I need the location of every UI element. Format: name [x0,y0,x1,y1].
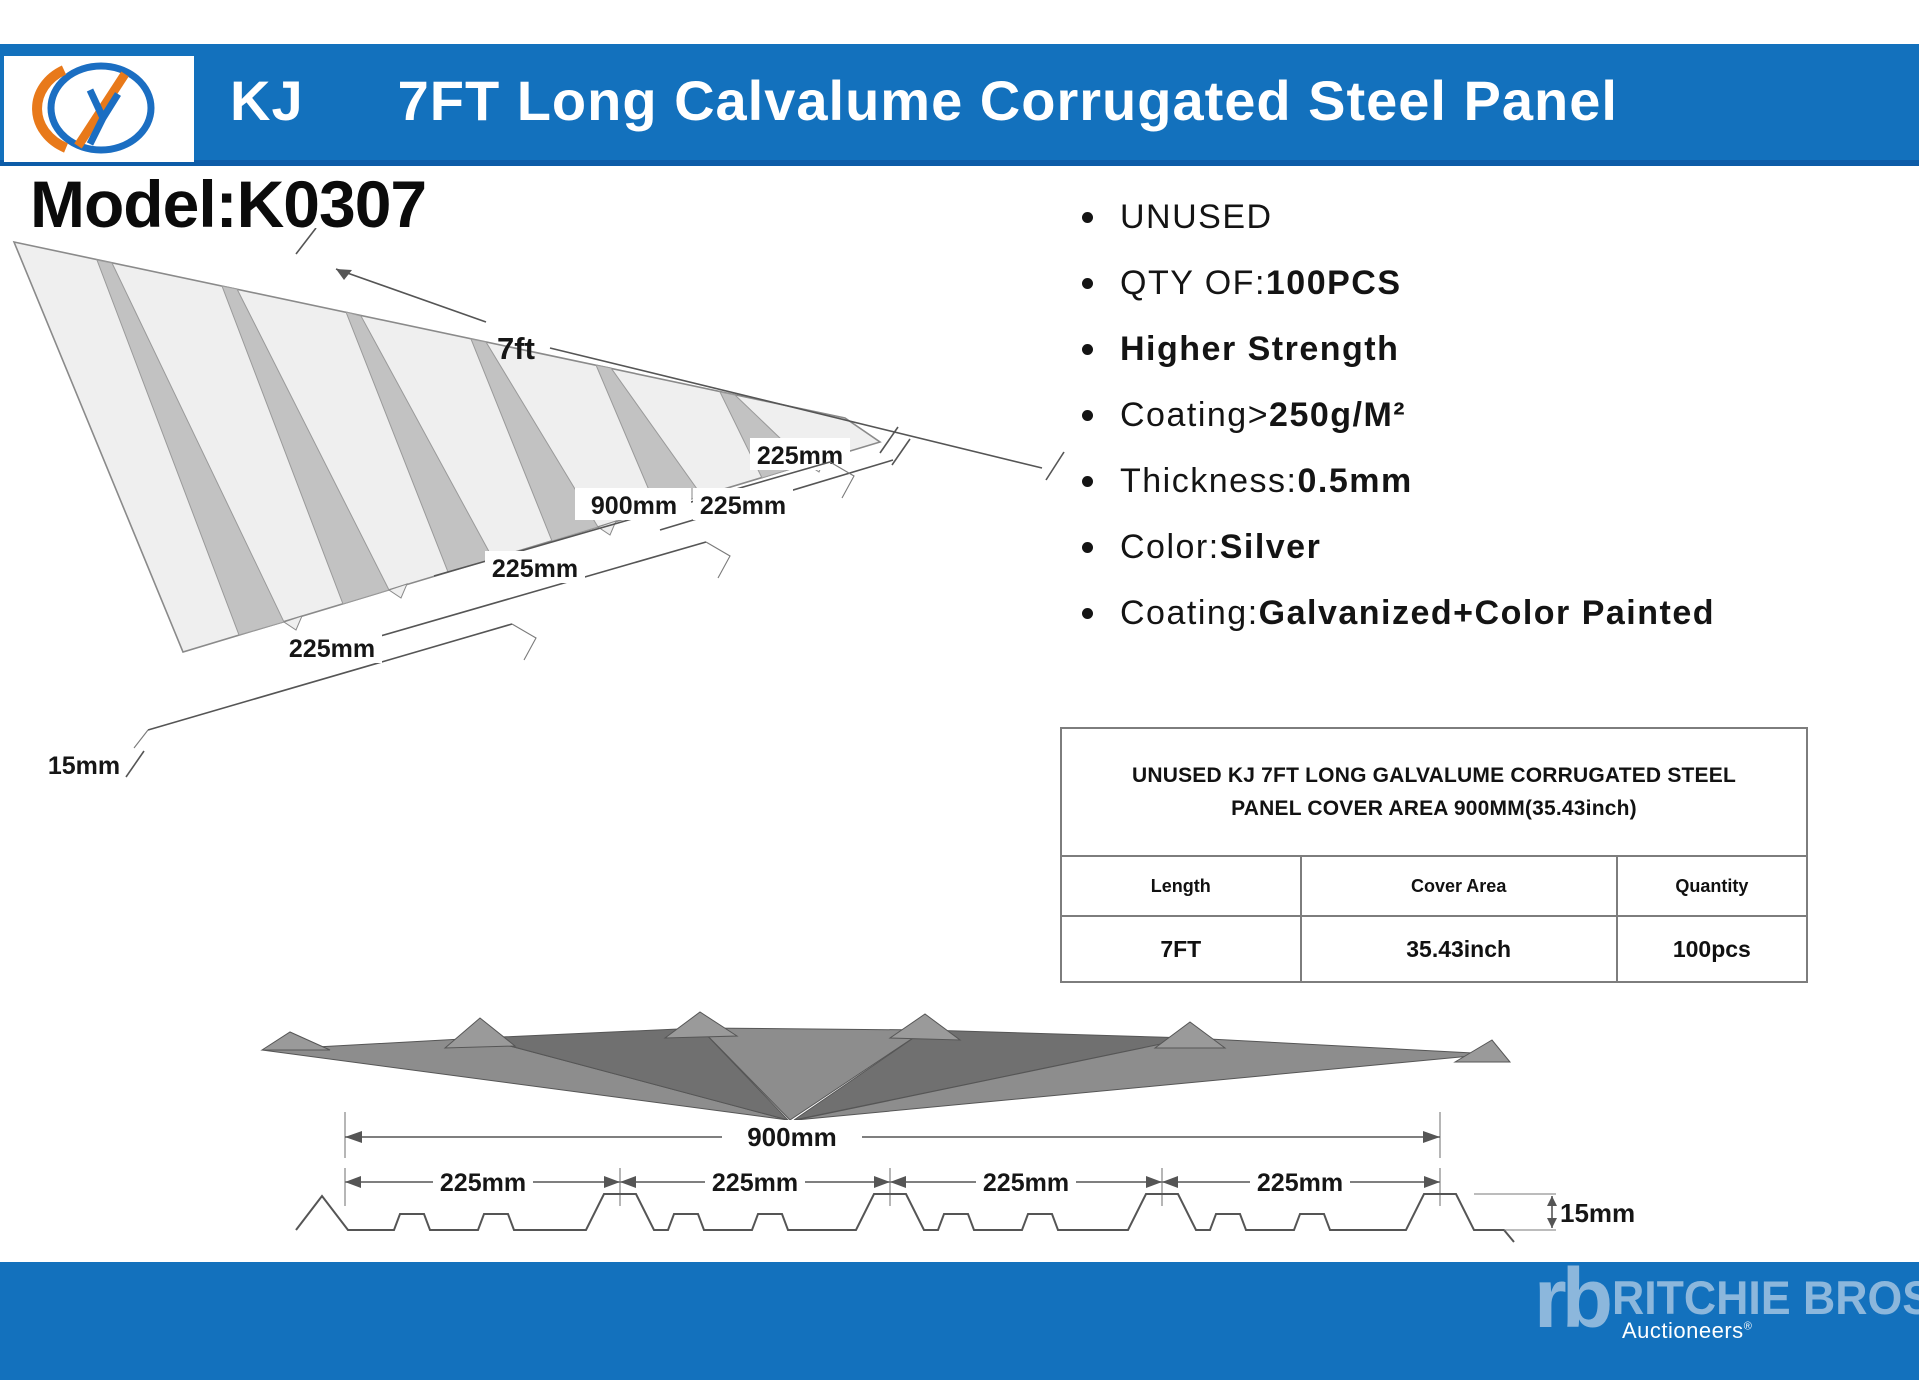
spec-text: UNUSED [1120,197,1273,236]
profile-fan-drawing [260,1011,1512,1121]
total-width-dimension: 900mm [344,1112,1441,1158]
dimension-label-total-width: 900mm [747,1122,837,1152]
company-logo-icon [32,62,155,154]
spec-text: Coating: [1120,593,1259,632]
dimension-label-height: 15mm [48,752,120,780]
bullet-icon [1082,343,1093,355]
spec-list: UNUSED QTY OF: 100PCS Higher Strength Coa… [1082,184,1902,646]
panel-ribs [96,259,808,636]
model-number-heading: Model:K0307 [30,167,427,241]
header-bar [0,44,1919,166]
auctioneers-text: Auctioneers [1622,1318,1744,1343]
spec-value: Galvanized+Color Painted [1258,593,1716,632]
profile-height-dimension: 15mm [1474,1193,1635,1231]
dimension-label-segment1: 225mm [440,1169,526,1197]
spec-value: 100PCS [1265,263,1402,302]
spec-table: UNUSED KJ 7FT LONG GALVALUME CORRUGATED … [1060,727,1808,983]
ritchie-bros-logo-icon: rb [1534,1251,1613,1345]
spec-item-thickness: Thickness: 0.5mm [1082,448,1902,514]
panel-3d-diagram: 7ft 225mm 900mm 225mm 225mm [12,228,1065,780]
spec-text: Coating> [1120,395,1270,434]
panel-profile-diagram: 900mm 225mm 225mm 225mm 225mm [260,1011,1635,1243]
cell-length: 7FT [1062,917,1302,981]
company-logo [4,56,194,162]
bullet-icon [1082,277,1093,289]
cell-quantity: 100pcs [1672,935,1751,962]
spec-item-condition: UNUSED [1082,184,1902,250]
brand-abbreviation: KJ [230,69,304,132]
bullet-icon [1082,475,1093,487]
spec-item-coating-type: Coating: Galvanized+Color Painted [1082,580,1902,646]
spec-item-coating-weight: Coating> 250g/M² [1082,382,1902,448]
dimension-label-total-width: 900mm [591,492,677,520]
spec-value: Silver [1219,527,1322,566]
bullet-icon [1082,409,1093,421]
dimension-label-width3: 225mm [492,555,578,583]
page-title: KJ 7FT Long Calvalume Corrugated Steel P… [230,68,1618,133]
footer-bar: rb RITCHIE BROS. Auctioneers® [0,1251,1919,1380]
ritchie-bros-wordmark: RITCHIE BROS. [1612,1271,1919,1324]
dimension-label-segment2: 225mm [712,1169,798,1197]
auctioneers-label: Auctioneers® [1622,1318,1752,1344]
dimension-label-segment3: 225mm [983,1169,1069,1197]
bullet-icon [1082,541,1093,553]
spec-value: Higher Strength [1120,329,1400,368]
spec-table-title: UNUSED KJ 7FT LONG GALVALUME CORRUGATED … [1062,729,1806,857]
column-header-length: Length [1062,857,1302,917]
dimension-label-length: 7ft [497,331,535,366]
spec-text: Thickness: [1120,461,1298,500]
bullet-icon [1082,211,1093,223]
dimension-label-width2: 225mm [700,492,786,520]
spec-text: Color: [1120,527,1220,566]
dimension-label-height: 15mm [1560,1198,1635,1228]
dimension-label-width1: 225mm [757,442,843,470]
spec-table-data-row: 7FT 35.43inch 100pcs [1062,917,1806,981]
segment-dimensions: 225mm 225mm 225mm 225mm [344,1165,1441,1206]
spec-table-title-line2: PANEL COVER AREA 900MM(35.43inch) [1231,797,1637,820]
spec-item-color: Color: Silver [1082,514,1902,580]
spec-value: 0.5mm [1297,461,1413,500]
spec-table-title-line1: UNUSED KJ 7FT LONG GALVALUME CORRUGATED … [1131,764,1736,787]
column-header-cover-area: Cover Area [1301,857,1618,917]
width-dimensions: 225mm 900mm 225mm 225mm 225mm 15mm [48,426,911,780]
bullet-icon [1082,607,1093,619]
profile-outline [295,1193,1515,1243]
dimension-label-segment4: 225mm [1257,1169,1343,1197]
spec-text: QTY OF: [1120,263,1266,302]
registered-mark: ® [1743,1320,1753,1333]
dimension-label-width4: 225mm [289,635,375,663]
cell-cover-area: 35.43inch [1302,917,1618,981]
spec-table-header-row: Length Cover Area Quantity [1062,857,1806,917]
product-title: 7FT Long Calvalume Corrugated Steel Pane… [397,69,1618,132]
column-header-quantity: Quantity [1617,857,1806,917]
length-dimension: 7ft [295,228,1065,481]
spec-value: 250g/M² [1269,395,1407,434]
spec-item-quantity: QTY OF: 100PCS [1082,250,1902,316]
spec-item-strength: Higher Strength [1082,316,1902,382]
